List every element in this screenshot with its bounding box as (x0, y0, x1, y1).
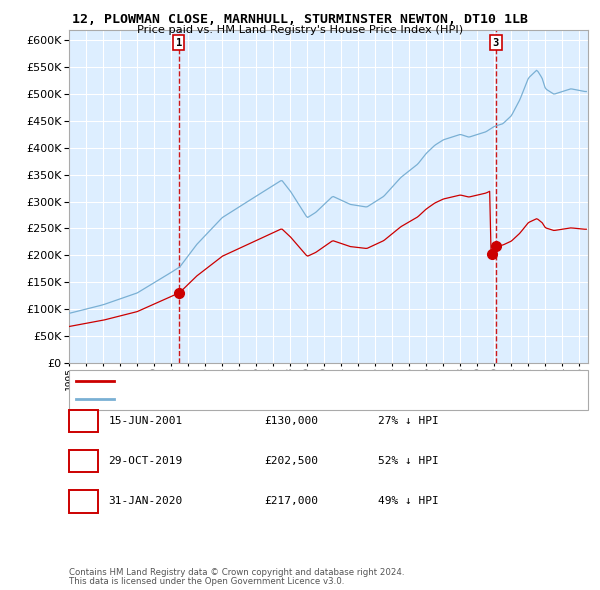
Text: 3: 3 (493, 38, 499, 48)
Text: 12, PLOWMAN CLOSE, MARNHULL, STURMINSTER NEWTON, DT10 1LB (detached house): 12, PLOWMAN CLOSE, MARNHULL, STURMINSTER… (121, 376, 556, 386)
Text: Price paid vs. HM Land Registry's House Price Index (HPI): Price paid vs. HM Land Registry's House … (137, 25, 463, 35)
Text: £130,000: £130,000 (264, 416, 318, 426)
Text: £202,500: £202,500 (264, 456, 318, 466)
Text: 29-OCT-2019: 29-OCT-2019 (109, 456, 183, 466)
Text: 2: 2 (80, 455, 87, 468)
Text: 31-JAN-2020: 31-JAN-2020 (109, 496, 183, 506)
Text: 52% ↓ HPI: 52% ↓ HPI (378, 456, 439, 466)
Text: This data is licensed under the Open Government Licence v3.0.: This data is licensed under the Open Gov… (69, 578, 344, 586)
Text: 27% ↓ HPI: 27% ↓ HPI (378, 416, 439, 426)
Text: HPI: Average price, detached house, Dorset: HPI: Average price, detached house, Dors… (121, 394, 368, 404)
Text: 1: 1 (176, 38, 182, 48)
Text: 49% ↓ HPI: 49% ↓ HPI (378, 496, 439, 506)
Text: 1: 1 (80, 415, 87, 428)
Text: Contains HM Land Registry data © Crown copyright and database right 2024.: Contains HM Land Registry data © Crown c… (69, 568, 404, 577)
Text: 3: 3 (80, 495, 87, 508)
Text: 12, PLOWMAN CLOSE, MARNHULL, STURMINSTER NEWTON, DT10 1LB: 12, PLOWMAN CLOSE, MARNHULL, STURMINSTER… (72, 13, 528, 26)
Text: 15-JUN-2001: 15-JUN-2001 (109, 416, 183, 426)
Text: £217,000: £217,000 (264, 496, 318, 506)
